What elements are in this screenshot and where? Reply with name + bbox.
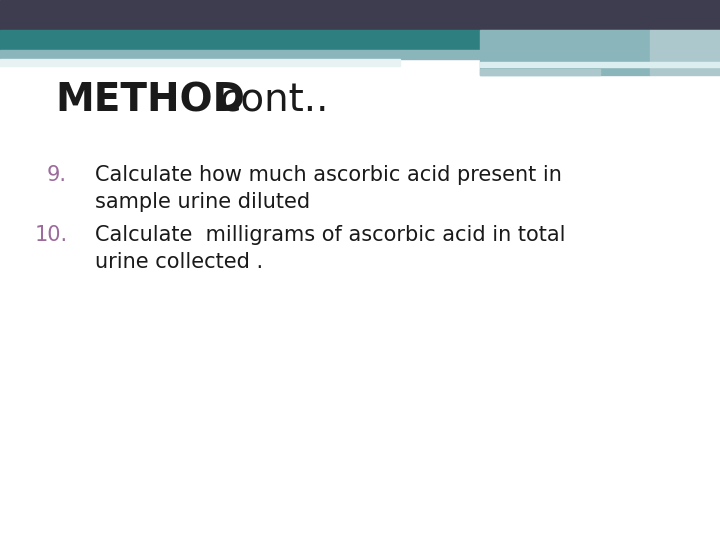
Bar — [0, 30, 720, 50]
Text: 9.: 9. — [47, 165, 67, 185]
Text: METHOD: METHOD — [55, 81, 245, 119]
Text: Calculate  milligrams of ascorbic acid in total: Calculate milligrams of ascorbic acid in… — [95, 225, 565, 245]
Bar — [480, 69, 600, 75]
Bar — [0, 50, 480, 59]
Text: cont..: cont.. — [220, 81, 330, 119]
Bar — [480, 62, 720, 67]
Text: 10.: 10. — [35, 225, 68, 245]
Bar — [480, 30, 650, 75]
Text: urine collected .: urine collected . — [95, 252, 263, 272]
Text: sample urine diluted: sample urine diluted — [95, 192, 310, 212]
Bar — [0, 0, 720, 30]
Bar — [0, 59, 400, 66]
Bar — [650, 30, 720, 75]
Text: Calculate how much ascorbic acid present in: Calculate how much ascorbic acid present… — [95, 165, 562, 185]
